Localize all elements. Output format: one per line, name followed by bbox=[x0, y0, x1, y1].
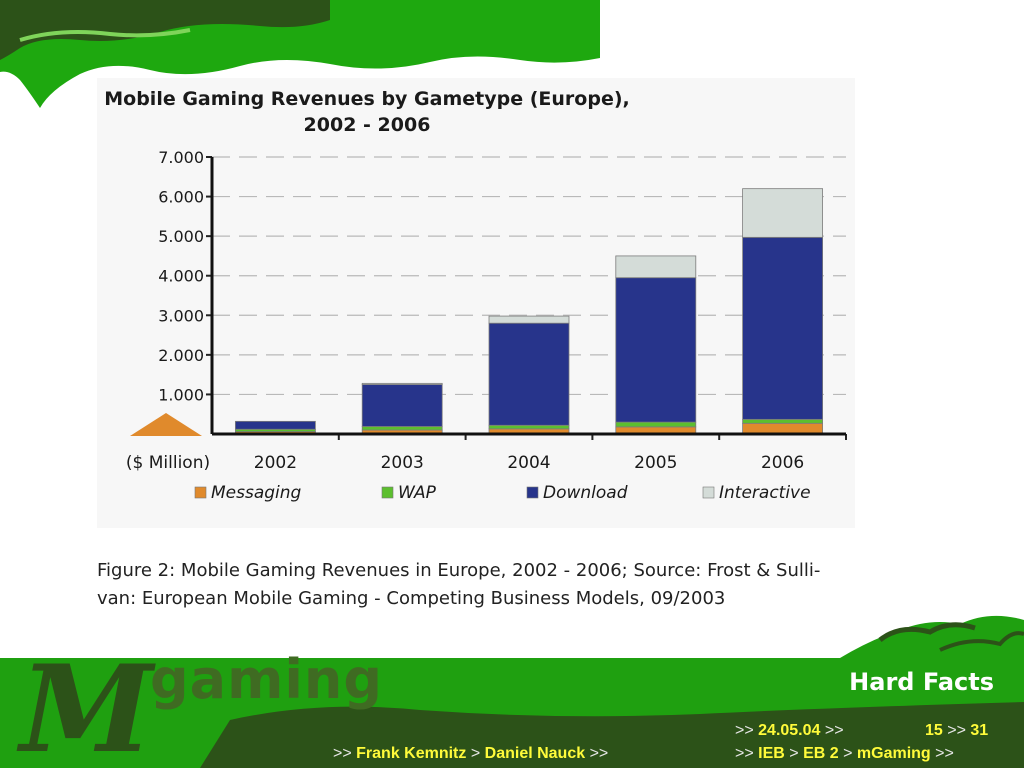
page-current: 15 bbox=[925, 722, 943, 739]
figure-caption: Figure 2: Mobile Gaming Revenues in Euro… bbox=[97, 557, 867, 613]
crumb-mgaming: mGaming bbox=[856, 745, 931, 762]
x-tick-label: 2006 bbox=[761, 453, 804, 473]
x-tick-label: 2005 bbox=[634, 453, 677, 473]
footer-breadcrumb: >> IEB > EB 2 > mGaming >> bbox=[735, 745, 954, 763]
date-value: 24.05.04 bbox=[758, 722, 821, 739]
x-axis-label: ($ Million) bbox=[126, 453, 210, 473]
y-tick-label: 5.000 bbox=[158, 227, 204, 246]
bar-wap-2006 bbox=[742, 418, 823, 424]
crumb-sep2: > bbox=[843, 745, 853, 762]
y-tick-label: 7.000 bbox=[158, 148, 204, 167]
page-sep: >> bbox=[947, 722, 966, 739]
bar-download-2004 bbox=[488, 322, 570, 426]
legend-swatch-interactive bbox=[702, 486, 715, 499]
y-tick-label: 2.000 bbox=[158, 346, 204, 365]
chart-title-line2: 2002 - 2006 bbox=[303, 114, 431, 136]
author-1: Frank Kemnitz bbox=[356, 745, 467, 762]
footer-date: >> 24.05.04 >> bbox=[735, 722, 844, 740]
crumb-tail: >> bbox=[935, 745, 954, 762]
legend-label-messaging: Messaging bbox=[211, 483, 302, 503]
date-prefix: >> bbox=[735, 722, 754, 739]
legend-label-wap: WAP bbox=[398, 483, 437, 503]
y-tick-label: 6.000 bbox=[158, 188, 204, 207]
crumb-ieb: IEB bbox=[758, 745, 785, 762]
bar-download-2003 bbox=[361, 384, 443, 427]
x-tick-label: 2004 bbox=[507, 453, 550, 473]
legend-swatch-messaging bbox=[194, 486, 207, 499]
bar-interactive-2005 bbox=[615, 255, 697, 279]
authors-tail: >> bbox=[589, 745, 609, 762]
y-tick-label: 4.000 bbox=[158, 267, 204, 286]
y-tick-label: 3.000 bbox=[158, 306, 204, 325]
legend-label-interactive: Interactive bbox=[719, 483, 811, 503]
authors-lead: >> bbox=[333, 745, 352, 762]
bar-messaging-2006 bbox=[742, 422, 823, 435]
slide-title: Hard Facts bbox=[849, 668, 994, 696]
author-2: Daniel Nauck bbox=[484, 745, 586, 762]
page-total: 31 bbox=[970, 722, 989, 739]
caption-line2: van: European Mobile Gaming - Competing … bbox=[97, 588, 726, 609]
chart-title-line1: Mobile Gaming Revenues by Gametype (Euro… bbox=[104, 88, 630, 110]
legend-swatch-download bbox=[526, 486, 539, 499]
logo-word: gaming bbox=[150, 648, 383, 711]
footer-decoration bbox=[0, 615, 1024, 768]
chart-title: Mobile Gaming Revenues by Gametype (Euro… bbox=[97, 86, 637, 138]
authors-sep: > bbox=[470, 745, 481, 762]
top-decoration bbox=[0, 0, 600, 108]
crumb-sep1: > bbox=[789, 745, 799, 762]
bar-download-2002 bbox=[234, 420, 316, 430]
triangle-marker-icon bbox=[130, 413, 202, 436]
y-tick-label: 1.000 bbox=[158, 385, 204, 404]
crumb-lead: >> bbox=[735, 745, 754, 762]
footer-page: 15 >> 31 bbox=[925, 722, 988, 740]
bar-interactive-2003 bbox=[361, 382, 443, 385]
footer-authors: >> Frank Kemnitz > Daniel Nauck >> bbox=[333, 745, 608, 763]
legend-swatch-wap bbox=[381, 486, 394, 499]
bar-interactive-2006 bbox=[742, 188, 823, 238]
crumb-eb2: EB 2 bbox=[803, 745, 839, 762]
x-tick-label: 2002 bbox=[254, 453, 297, 473]
bar-wap-2004 bbox=[488, 424, 570, 430]
bar-wap-2003 bbox=[361, 426, 443, 431]
bar-download-2005 bbox=[615, 277, 697, 423]
date-suffix: >> bbox=[824, 722, 844, 739]
chart-panel bbox=[97, 78, 855, 528]
legend-label-download: Download bbox=[543, 483, 628, 503]
bar-wap-2005 bbox=[615, 421, 697, 428]
logo-m: M bbox=[20, 639, 153, 780]
bar-interactive-2004 bbox=[488, 315, 570, 324]
bar-download-2006 bbox=[742, 236, 823, 420]
caption-line1: Figure 2: Mobile Gaming Revenues in Euro… bbox=[97, 560, 821, 581]
x-tick-label: 2003 bbox=[381, 453, 424, 473]
